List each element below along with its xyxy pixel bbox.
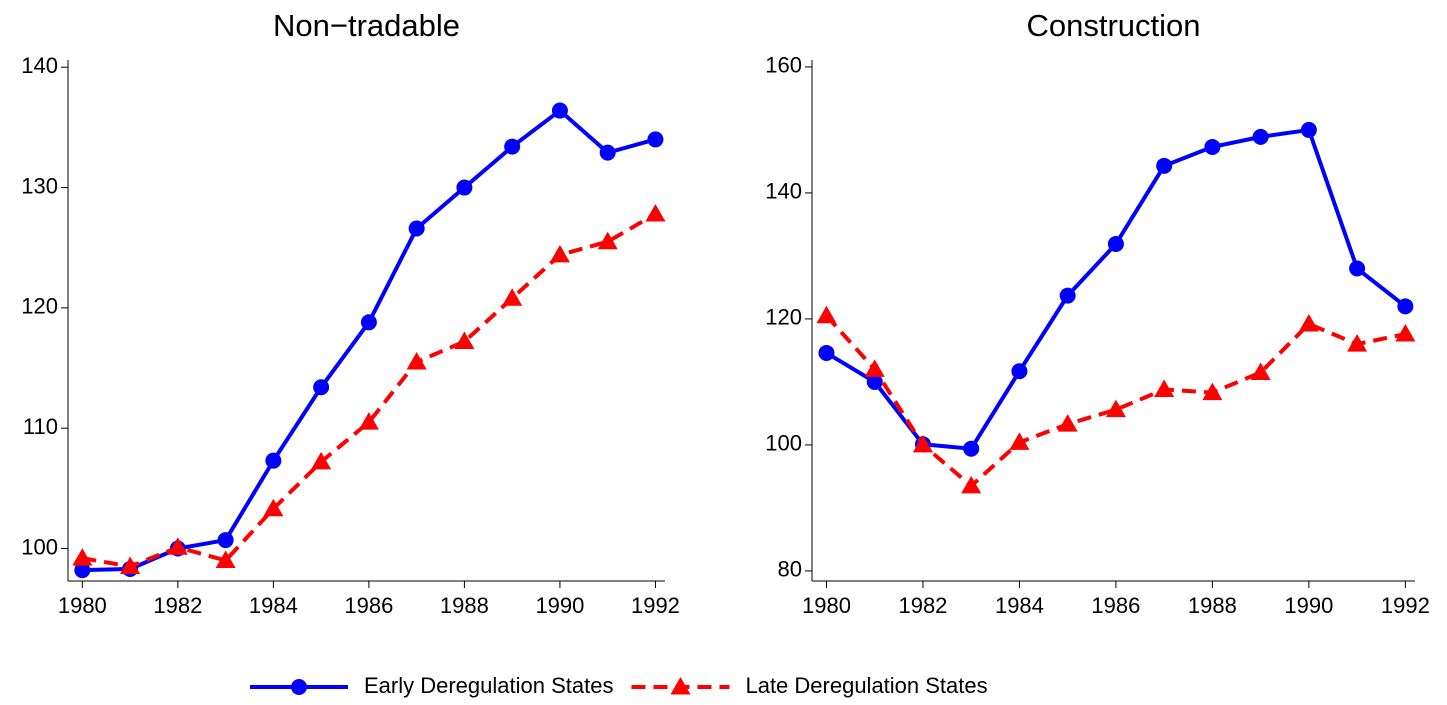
data-point (1300, 121, 1317, 138)
data-point (866, 373, 883, 390)
chart-title: Non−tradable (273, 8, 460, 43)
x-tick-label: 1992 (631, 593, 680, 618)
data-point (456, 179, 473, 196)
y-tick-label: 100 (765, 431, 802, 456)
data-point (961, 475, 982, 494)
y-tick-label: 160 (765, 53, 802, 78)
x-tick-label: 1986 (344, 593, 393, 618)
data-point (647, 131, 664, 148)
data-point (1105, 399, 1126, 418)
data-point (599, 144, 616, 161)
data-point (551, 102, 568, 119)
data-point (597, 231, 618, 250)
data-point (912, 434, 933, 453)
data-point (358, 412, 379, 430)
y-tick-label: 120 (21, 294, 58, 319)
data-point (72, 548, 93, 566)
data-point (1156, 157, 1173, 174)
x-tick-label: 1982 (898, 593, 947, 618)
data-point (360, 314, 377, 331)
data-point (1349, 260, 1366, 277)
data-point (265, 452, 282, 469)
data-point (1059, 287, 1076, 304)
legend-label: Early Deregulation States (364, 673, 613, 698)
series-line (81, 212, 657, 569)
data-point (816, 305, 837, 324)
data-point (1252, 128, 1269, 145)
data-point (818, 344, 835, 361)
data-point (1107, 235, 1124, 252)
data-point (1298, 313, 1319, 332)
data-point (645, 204, 666, 222)
data-point (74, 562, 91, 579)
y-tick-label: 140 (765, 179, 802, 204)
y-tick-label: 110 (23, 414, 58, 439)
y-tick-label: 80 (778, 557, 802, 582)
x-tick-label: 1982 (153, 593, 202, 618)
data-point (215, 550, 236, 569)
x-tick-label: 1990 (1284, 593, 1333, 618)
data-point (1204, 138, 1221, 155)
x-tick-label: 1990 (535, 593, 584, 618)
data-point (311, 451, 332, 470)
data-point (313, 379, 330, 396)
data-point (1154, 379, 1175, 397)
data-point (1250, 362, 1271, 380)
legend-marker (291, 679, 307, 695)
x-tick-label: 1980 (802, 593, 851, 618)
y-tick-label: 100 (21, 534, 58, 559)
x-tick-label: 1986 (1091, 593, 1140, 618)
y-tick-label: 130 (21, 173, 58, 198)
data-point (120, 556, 141, 575)
data-point (549, 244, 570, 263)
x-tick-label: 1980 (58, 593, 107, 618)
y-tick-label: 120 (765, 305, 802, 330)
data-point (963, 440, 980, 457)
data-point (1202, 382, 1223, 401)
legend-label: Late Deregulation States (745, 673, 987, 698)
data-point (217, 532, 234, 549)
y-tick-label: 140 (21, 53, 58, 78)
data-point (504, 138, 521, 155)
data-point (406, 352, 427, 370)
data-point (408, 220, 425, 237)
data-point (1011, 363, 1028, 380)
data-point (263, 498, 284, 517)
data-point (1347, 334, 1368, 352)
data-point (502, 288, 523, 306)
x-tick-label: 1988 (440, 593, 489, 618)
data-point (1397, 298, 1414, 315)
series-line (82, 107, 656, 573)
x-tick-label: 1984 (249, 593, 298, 618)
x-tick-label: 1984 (995, 593, 1044, 618)
data-point (864, 359, 885, 377)
data-point (1395, 324, 1416, 342)
x-tick-label: 1988 (1188, 593, 1237, 618)
data-point (1009, 432, 1030, 450)
data-point (167, 537, 188, 555)
legend-marker (670, 677, 691, 695)
chart-title: Construction (1026, 8, 1200, 43)
x-tick-label: 1992 (1381, 593, 1430, 618)
data-point (454, 331, 475, 350)
data-point (1057, 414, 1078, 432)
